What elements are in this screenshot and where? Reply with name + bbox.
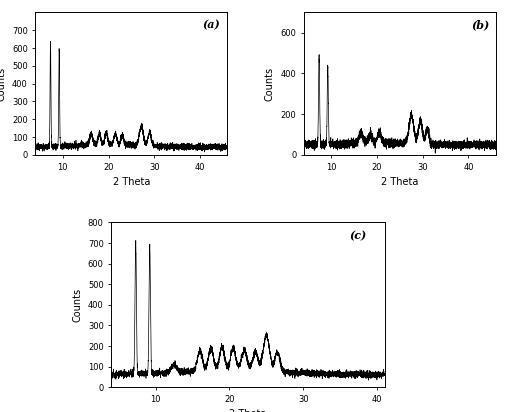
Y-axis label: Counts: Counts <box>265 67 274 101</box>
Y-axis label: Counts: Counts <box>72 288 82 322</box>
X-axis label: 2 Theta: 2 Theta <box>229 410 266 412</box>
X-axis label: 2 Theta: 2 Theta <box>113 177 150 187</box>
X-axis label: 2 Theta: 2 Theta <box>380 177 418 187</box>
Text: (c): (c) <box>348 231 366 242</box>
Text: (b): (b) <box>470 19 488 30</box>
Y-axis label: Counts: Counts <box>0 67 7 101</box>
Text: (a): (a) <box>202 19 220 30</box>
